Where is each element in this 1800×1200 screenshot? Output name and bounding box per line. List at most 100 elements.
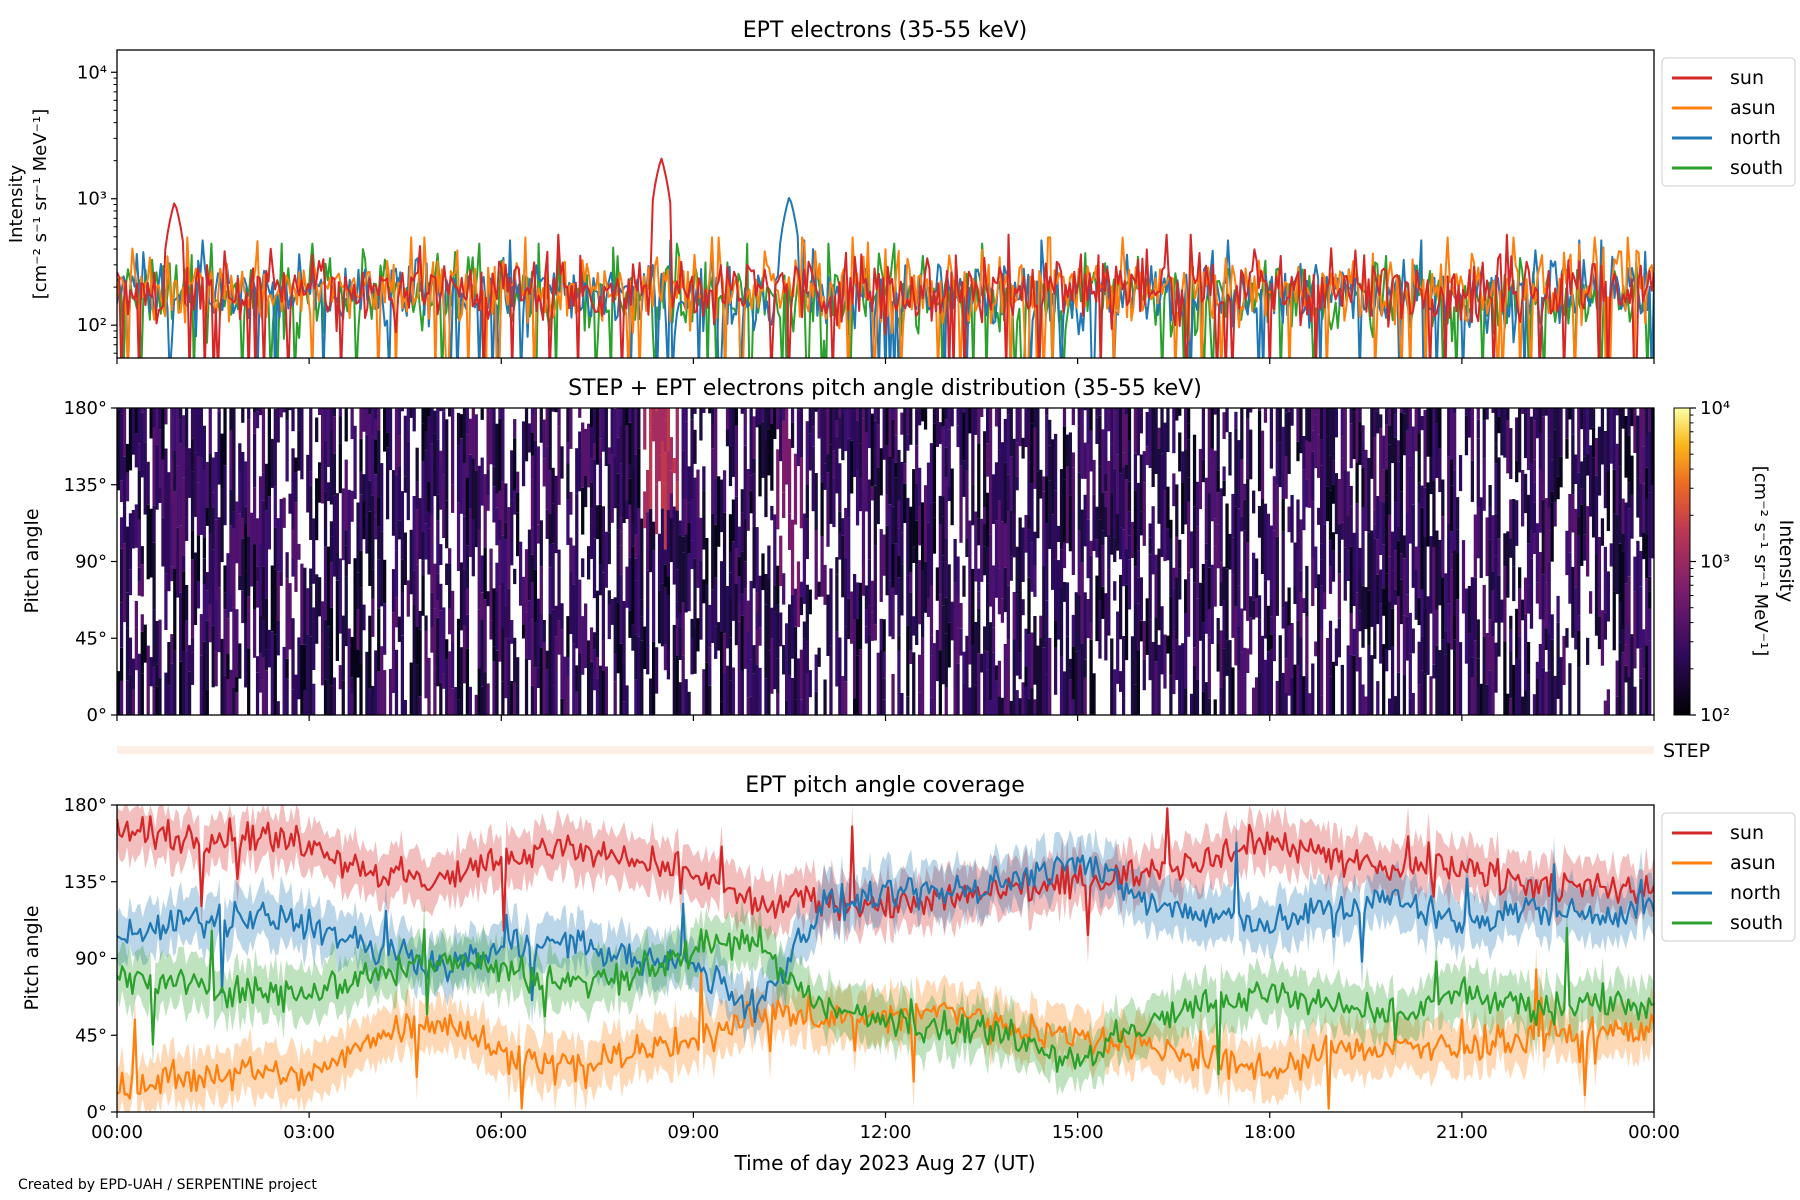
pad-cell <box>131 658 136 690</box>
coverage-x-ticks: 00:00 03:00 06:00 09:00 12:00 15:00 18:00 21:00… <box>91 1112 1680 1143</box>
pad-cell <box>530 685 535 715</box>
pad-cell <box>595 505 600 540</box>
pad-cell <box>258 616 263 654</box>
pad-cell <box>1571 434 1575 495</box>
pad-cell <box>1346 471 1350 516</box>
pad-cell <box>1648 640 1652 715</box>
pad-cell <box>589 522 594 559</box>
pad-cell <box>1186 572 1191 637</box>
pad-cell <box>705 662 709 715</box>
pad-cell <box>353 634 357 715</box>
pad-cell <box>244 461 248 507</box>
pad-cell <box>273 408 277 487</box>
pad-cell <box>170 504 174 567</box>
pad-cell <box>223 609 227 676</box>
pad-cell <box>1178 408 1182 416</box>
pad-cell <box>560 446 564 479</box>
pad-cell <box>146 645 150 715</box>
pad-cell <box>1284 692 1288 715</box>
pad-cell <box>595 657 600 679</box>
pad-cell <box>264 598 269 650</box>
pad-cell <box>823 463 827 490</box>
pad-cell <box>1559 657 1563 715</box>
pad-cell <box>1006 585 1010 639</box>
pad-cell <box>569 537 573 573</box>
pad-cell <box>279 408 283 418</box>
pad-cell <box>589 627 594 662</box>
coverage-legend-asun-label: asun <box>1730 852 1776 874</box>
pad-cell <box>377 559 381 609</box>
pad-cell <box>1396 596 1401 673</box>
pad-cell <box>1509 428 1513 479</box>
pad-cell <box>397 408 402 436</box>
pad-cell <box>1308 693 1312 715</box>
pad-cell <box>1615 408 1619 416</box>
pad-cell <box>974 408 978 435</box>
pad-cell <box>702 669 706 715</box>
pad-cell <box>465 477 470 546</box>
pad-cell <box>1284 408 1288 413</box>
pad-cell <box>1322 408 1327 449</box>
pad-cell <box>1390 646 1395 715</box>
pad-cell <box>415 564 419 627</box>
pad-cell <box>282 497 286 528</box>
pad-cell <box>997 568 1002 615</box>
pad-cell <box>1311 557 1315 606</box>
pad-cell <box>1320 408 1324 440</box>
pad-cell <box>1068 495 1073 552</box>
pad-cell <box>761 553 765 591</box>
pad-cell <box>785 700 789 715</box>
pad-cell <box>536 667 540 688</box>
pad-cell <box>782 420 786 493</box>
pad-cell <box>128 569 133 596</box>
pad-cell <box>128 513 133 570</box>
pad-cell <box>427 408 431 417</box>
pad-cell <box>1402 413 1407 456</box>
pad-cell <box>1048 419 1052 446</box>
pad-cell <box>1583 534 1587 561</box>
pad-cell <box>790 678 795 715</box>
pad-cell <box>1293 664 1297 715</box>
pad-cell <box>1453 408 1457 414</box>
pad-cell <box>1367 590 1371 646</box>
pad-cell <box>471 519 475 577</box>
pad-cell <box>252 412 257 434</box>
pad-cell <box>1127 511 1132 536</box>
pad-cell <box>1385 649 1389 672</box>
pad-cell <box>743 561 747 589</box>
pad-cell <box>1577 516 1581 536</box>
pad-cell <box>448 563 452 609</box>
pad-cell <box>722 470 727 513</box>
pad-cell <box>412 496 416 571</box>
pad-cell <box>628 478 632 505</box>
pad-cell <box>276 621 280 656</box>
pad-cell <box>610 408 614 455</box>
pad-cell <box>1568 552 1572 604</box>
pad-cell <box>835 631 839 687</box>
pad-cell <box>858 478 863 512</box>
pad-cell <box>1612 469 1616 514</box>
pad-cell <box>1621 498 1625 534</box>
pad-cell <box>377 526 381 560</box>
pad-cell <box>829 444 833 498</box>
pad-cell <box>1237 626 1241 671</box>
pad-cell <box>749 659 753 697</box>
pad-cell <box>755 408 759 411</box>
pad-cell <box>1482 420 1486 459</box>
pad-cell <box>660 441 665 509</box>
pad-cell <box>740 489 744 513</box>
intensity-legend-frame <box>1661 57 1796 187</box>
pad-cell <box>1272 476 1276 531</box>
pad-cell <box>1455 529 1460 554</box>
pad-cell <box>214 519 218 601</box>
pad-cell <box>1136 650 1140 715</box>
pad-cell <box>1580 504 1584 566</box>
pad-cell <box>737 692 741 715</box>
pad-cell <box>1139 620 1143 642</box>
pad-cell <box>1600 610 1605 666</box>
pad-cell <box>400 635 405 715</box>
pad-cell <box>1343 408 1347 470</box>
pad-cell <box>814 408 818 412</box>
pad-cell <box>190 652 195 685</box>
pad-cell <box>1201 459 1206 483</box>
